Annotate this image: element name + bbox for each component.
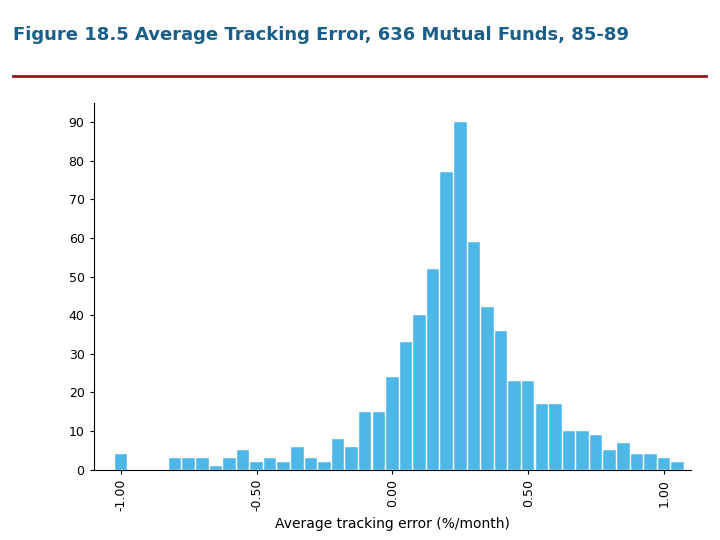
Bar: [372, 412, 385, 470]
Bar: [277, 462, 290, 470]
Bar: [196, 458, 209, 470]
Bar: [291, 447, 304, 470]
Bar: [454, 122, 467, 470]
Bar: [563, 431, 575, 470]
Bar: [508, 381, 521, 470]
Bar: [644, 454, 657, 470]
Bar: [603, 450, 616, 470]
Bar: [590, 435, 603, 470]
Bar: [251, 462, 263, 470]
Bar: [169, 458, 181, 470]
Bar: [210, 466, 222, 470]
Bar: [658, 458, 670, 470]
Bar: [468, 242, 480, 470]
Bar: [427, 269, 439, 470]
Bar: [305, 458, 317, 470]
Bar: [318, 462, 330, 470]
Bar: [386, 377, 399, 470]
Bar: [576, 431, 589, 470]
Bar: [332, 439, 344, 470]
Bar: [114, 454, 127, 470]
Bar: [346, 447, 358, 470]
Bar: [182, 458, 195, 470]
Text: Figure 18.5 Average Tracking Error, 636 Mutual Funds, 85-89: Figure 18.5 Average Tracking Error, 636 …: [13, 25, 629, 44]
Bar: [223, 458, 235, 470]
Bar: [536, 404, 548, 470]
Bar: [441, 172, 453, 470]
Bar: [522, 381, 534, 470]
Bar: [237, 450, 249, 470]
Bar: [631, 454, 643, 470]
Bar: [264, 458, 276, 470]
Bar: [617, 443, 629, 470]
X-axis label: Average tracking error (%/month): Average tracking error (%/month): [275, 517, 510, 531]
Bar: [481, 307, 494, 470]
Bar: [400, 342, 413, 470]
Bar: [359, 412, 372, 470]
Bar: [671, 462, 684, 470]
Text: 18-21: 18-21: [666, 518, 698, 528]
Bar: [549, 404, 562, 470]
Bar: [413, 315, 426, 470]
Bar: [495, 330, 508, 470]
